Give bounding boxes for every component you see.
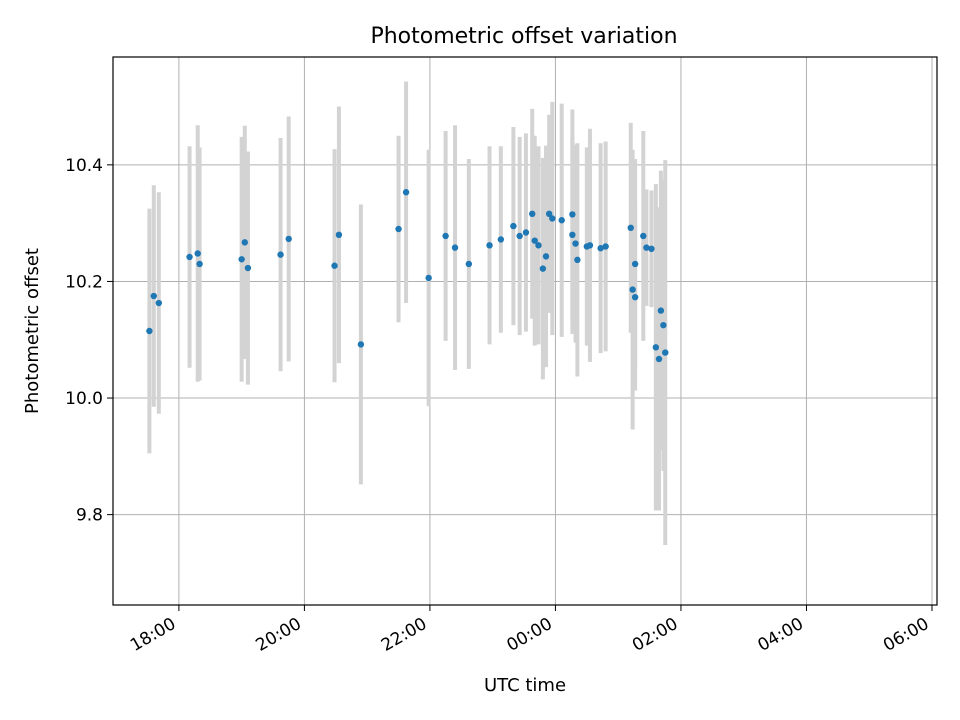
data-point xyxy=(277,251,284,258)
data-point xyxy=(597,245,604,252)
data-point xyxy=(662,349,669,356)
data-point xyxy=(150,292,157,300)
plot-frame xyxy=(112,56,938,606)
data-point xyxy=(545,210,553,218)
data-point xyxy=(146,327,153,335)
data-point xyxy=(643,244,650,251)
data-point xyxy=(648,245,655,252)
data-point xyxy=(486,242,493,249)
data-point xyxy=(535,242,542,249)
x-tick-label: 04:00 xyxy=(755,614,807,656)
data-point xyxy=(241,239,248,246)
x-tick-label: 22:00 xyxy=(378,614,430,656)
data-point xyxy=(542,253,550,260)
error-bars xyxy=(147,81,668,545)
data-point xyxy=(196,260,203,268)
data-point xyxy=(629,286,636,293)
x-tick-label: 20:00 xyxy=(252,614,304,656)
data-point xyxy=(285,235,292,243)
data-point xyxy=(631,293,639,301)
grid xyxy=(113,57,937,605)
data-point xyxy=(402,189,410,196)
data-point xyxy=(395,225,402,233)
data-point xyxy=(652,344,660,351)
data-point xyxy=(627,224,634,232)
data-point xyxy=(569,211,576,218)
data-point xyxy=(357,341,365,348)
data-point xyxy=(574,256,581,264)
data-point xyxy=(531,237,538,244)
data-point xyxy=(640,232,647,240)
x-tick-label: 18:00 xyxy=(127,614,179,656)
x-axis-label: UTC time xyxy=(484,675,566,696)
data-points xyxy=(146,189,669,363)
data-point xyxy=(335,231,343,239)
data-point xyxy=(155,299,163,307)
data-point xyxy=(657,307,665,314)
y-axis-label: Photometric offset xyxy=(22,248,43,414)
data-point xyxy=(660,321,667,329)
y-tick-label: 10.0 xyxy=(65,389,103,409)
chart-title: Photometric offset variation xyxy=(370,24,677,49)
y-tick-label: 10.2 xyxy=(65,272,103,292)
data-point xyxy=(631,260,639,268)
data-point xyxy=(655,355,663,363)
x-tick-label: 02:00 xyxy=(629,614,681,656)
data-point xyxy=(194,250,201,257)
data-point xyxy=(331,262,338,269)
data-point xyxy=(569,231,576,239)
data-point xyxy=(572,240,579,247)
x-tick-label: 00:00 xyxy=(504,614,556,656)
data-point xyxy=(465,260,473,268)
data-point xyxy=(510,222,517,230)
data-point xyxy=(497,236,505,243)
data-point xyxy=(522,229,530,236)
data-point xyxy=(539,265,547,272)
data-point xyxy=(558,217,565,224)
data-point xyxy=(442,232,449,240)
data-point xyxy=(238,256,245,263)
data-point xyxy=(586,242,594,249)
data-point xyxy=(425,274,432,282)
data-point xyxy=(529,210,536,218)
data-point xyxy=(244,264,252,272)
y-tick-label: 9.8 xyxy=(76,506,103,526)
axis-ticks: 18:00 20:00 22:00 00:00 02:00 04:00 06:00 9.8 10… xyxy=(65,156,933,656)
data-point xyxy=(549,215,556,222)
data-point xyxy=(602,243,609,250)
data-point xyxy=(186,253,193,261)
y-tick-label: 10.4 xyxy=(65,156,103,176)
data-point xyxy=(516,232,523,240)
x-tick-label: 06:00 xyxy=(880,614,932,656)
data-point xyxy=(451,244,459,251)
